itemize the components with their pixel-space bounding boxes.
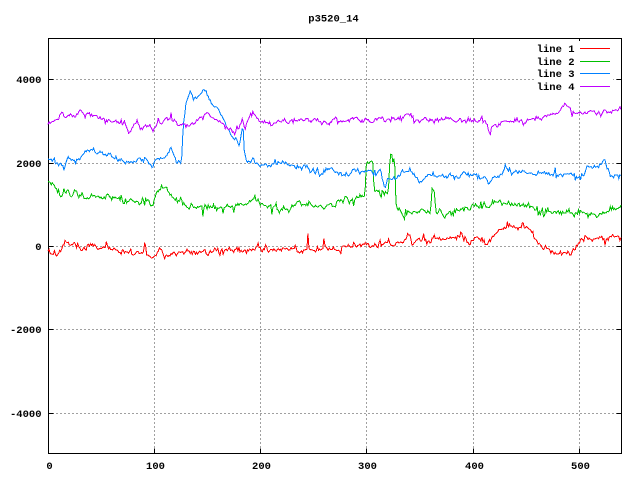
svg-text:line 2: line 2 — [537, 57, 575, 69]
svg-text:300: 300 — [358, 461, 377, 473]
svg-text:line 1: line 1 — [537, 44, 575, 56]
svg-text:line 3: line 3 — [537, 69, 575, 81]
svg-text:-2000: -2000 — [10, 325, 42, 337]
svg-text:-4000: -4000 — [10, 409, 42, 421]
svg-text:500: 500 — [571, 461, 590, 473]
svg-text:4000: 4000 — [16, 75, 41, 87]
svg-text:p3520_14: p3520_14 — [308, 14, 358, 26]
svg-text:0: 0 — [46, 461, 52, 473]
svg-text:100: 100 — [146, 461, 165, 473]
svg-text:2000: 2000 — [16, 159, 41, 171]
svg-text:200: 200 — [252, 461, 271, 473]
svg-text:line 4: line 4 — [537, 82, 575, 94]
svg-text:0: 0 — [35, 242, 41, 254]
svg-text:400: 400 — [465, 461, 484, 473]
